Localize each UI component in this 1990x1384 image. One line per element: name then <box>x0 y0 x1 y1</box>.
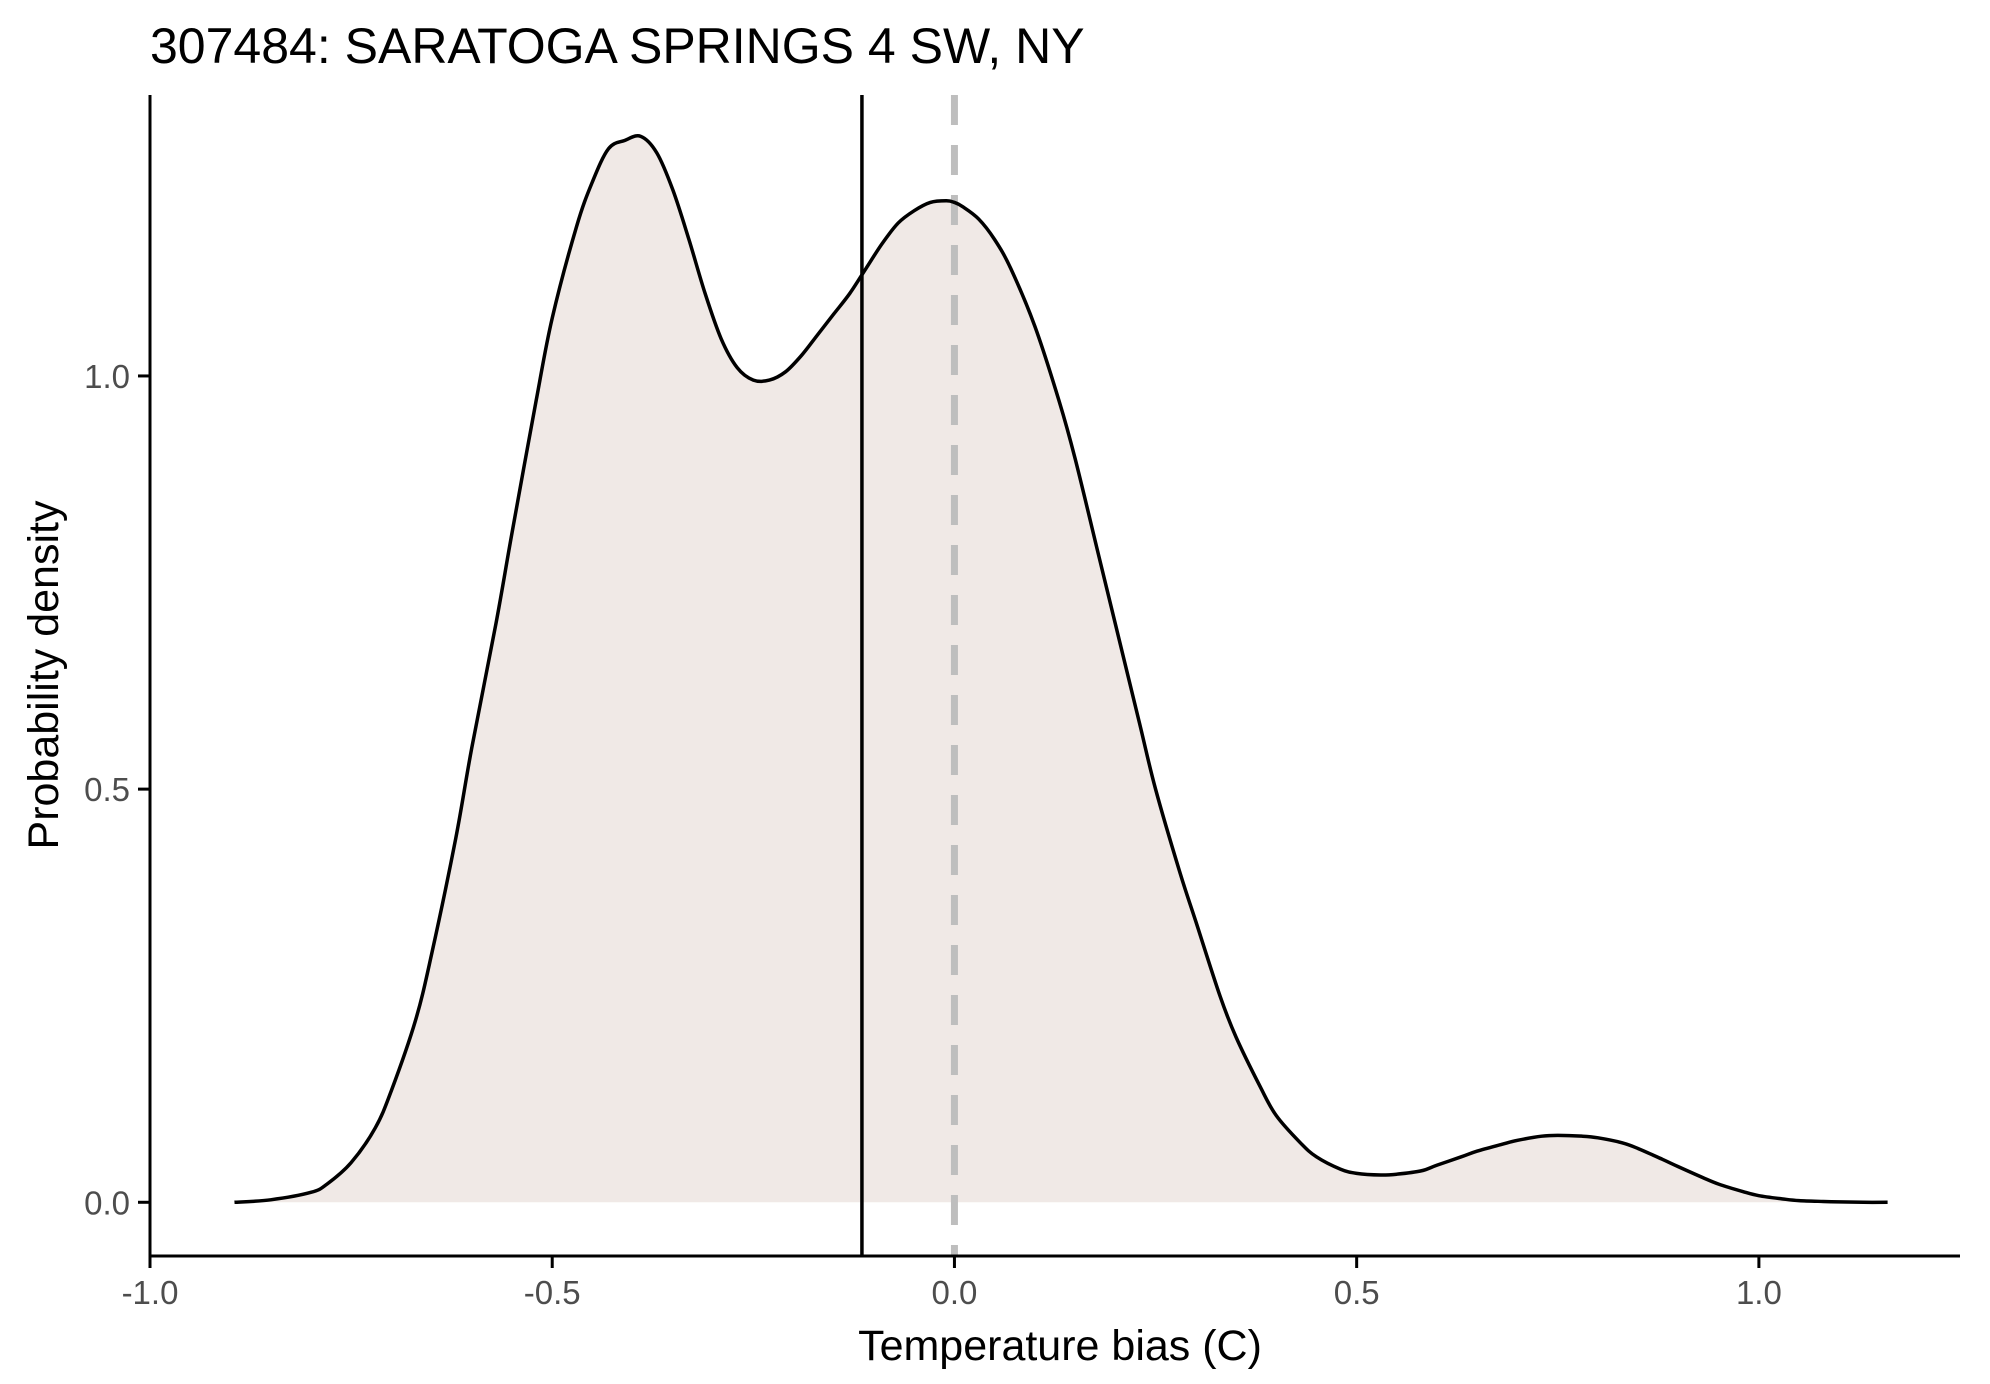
density-curve <box>234 134 1888 1205</box>
x-tick-label: 1.0 <box>1736 1274 1782 1311</box>
x-axis-ticks: -1.0 -0.5 0.0 0.5 1.0 <box>122 1256 1782 1311</box>
x-tick-label: -1.0 <box>122 1274 179 1311</box>
density-area <box>234 135 1888 1203</box>
y-tick-label: 1.0 <box>84 358 130 395</box>
chart-title: 307484: SARATOGA SPRINGS 4 SW, NY <box>150 18 1085 74</box>
x-tick-label: -0.5 <box>524 1274 581 1311</box>
x-tick-label: 0.0 <box>932 1274 978 1311</box>
y-axis-label: Probability density <box>20 500 68 849</box>
x-tick-label: 0.5 <box>1334 1274 1380 1311</box>
x-axis-label: Temperature bias (C) <box>858 1322 1262 1370</box>
y-tick-label: 0.0 <box>84 1184 130 1221</box>
y-axis-ticks: 0.0 0.5 1.0 <box>84 358 150 1221</box>
y-tick-label: 0.5 <box>84 771 130 808</box>
